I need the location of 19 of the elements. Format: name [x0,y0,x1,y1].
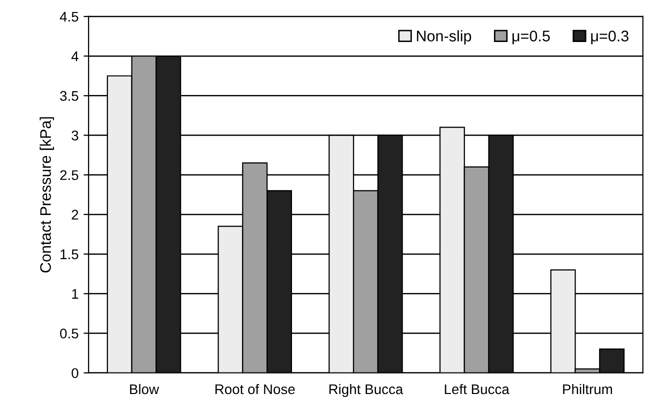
x-tick-label: Root of Nose [215,384,295,394]
y-tick-label: 2.5 [60,170,78,180]
y-tick-label: 4.5 [60,12,78,22]
y-axis-title: Contact Pressure [kPa] [40,117,54,272]
x-tick-label: Philtrum [563,384,612,394]
legend-label: μ=0.5 [512,30,550,44]
y-tick-label: 3 [72,130,78,140]
x-tick-label: Right Bucca [329,384,404,397]
y-tick-label: 1 [72,289,78,299]
y-tick-label: 2 [72,210,78,220]
x-tick-label: Left Bucca [444,384,510,394]
y-tick-label: 3.5 [60,91,78,101]
x-tick-label: Blow [130,384,160,394]
legend-label: μ=0.3 [591,30,628,44]
legend-label: Non-slip [416,30,472,44]
y-tick-label: 0.5 [60,328,78,338]
y-tick-label: 4 [71,52,78,62]
y-tick-label: 1.5 [60,250,78,260]
y-tick-label: 0 [72,368,78,378]
